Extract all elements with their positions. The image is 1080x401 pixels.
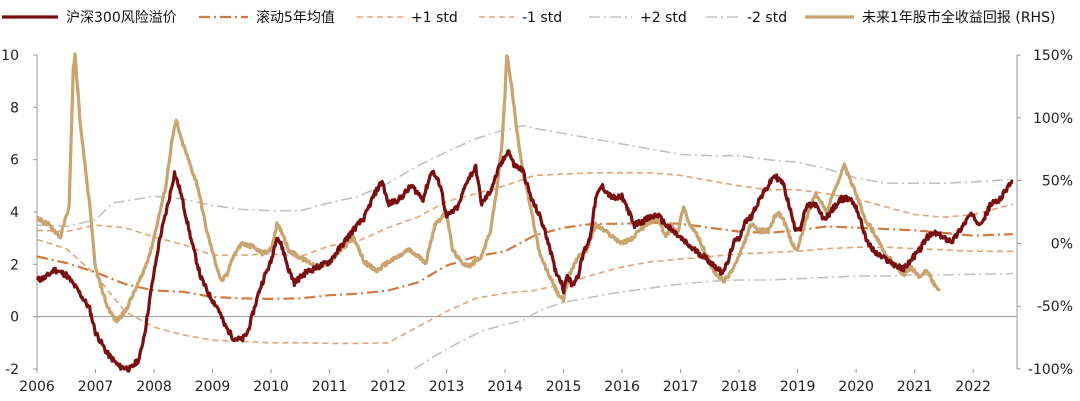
left-y-tick-label: -2 xyxy=(5,362,19,378)
series-line-3 xyxy=(36,238,1013,345)
x-tick-label: 2013 xyxy=(429,379,465,395)
legend-item: +2 std xyxy=(589,10,687,26)
series-line-0 xyxy=(35,149,1014,373)
x-tick-label: 2017 xyxy=(663,379,699,395)
x-tick-label: 2008 xyxy=(136,379,172,395)
legend-item: 沪深300风险溢价 xyxy=(2,10,177,26)
right-y-tick-label: -100% xyxy=(1028,362,1073,378)
right-y-tick-label: 100% xyxy=(1033,111,1073,127)
legend-label: +1 std xyxy=(411,10,458,26)
left-y-tick-label: 2 xyxy=(10,257,19,273)
x-tick-label: 2018 xyxy=(721,379,757,395)
x-tick-label: 2012 xyxy=(370,379,406,395)
x-tick-label: 2020 xyxy=(838,379,874,395)
right-y-tick-label: -50% xyxy=(1037,299,1073,315)
left-y-tick-label: 10 xyxy=(1,48,19,64)
x-tick-label: 2010 xyxy=(253,379,289,395)
series-line-4 xyxy=(36,124,1013,228)
chart-axes: -2 0 2 4 6 8 10 -100% -50% 0% 50% 100% 150% 2006 2007 2… xyxy=(1,48,1073,395)
chart-legend: 沪深300风险溢价 滚动5年均值 +1 std -1 std +2 std -2 std 未… xyxy=(2,9,1055,26)
x-tick-label: 2016 xyxy=(604,379,640,395)
left-y-tick-label: 0 xyxy=(10,310,19,326)
x-tick-label: 2022 xyxy=(955,379,991,395)
legend-item: -2 std xyxy=(706,10,787,26)
right-y-tick-label: 50% xyxy=(1042,174,1073,190)
left-y-tick-label: 8 xyxy=(10,100,19,116)
series-line-1 xyxy=(36,221,1013,300)
x-tick-label: 2014 xyxy=(487,379,523,395)
series-line-2 xyxy=(36,172,1014,258)
legend-label: -1 std xyxy=(522,10,562,26)
left-y-tick-label: 4 xyxy=(10,205,19,221)
x-tick-label: 2011 xyxy=(312,379,348,395)
x-tick-label: 2009 xyxy=(195,379,231,395)
x-tick-label: 2006 xyxy=(19,379,55,395)
legend-label: 滚动5年均值 xyxy=(256,9,335,26)
x-tick-label: 2007 xyxy=(78,379,114,395)
legend-item: +1 std xyxy=(357,10,458,26)
series-line-6 xyxy=(35,52,941,324)
left-y-tick-label: 6 xyxy=(10,153,19,169)
right-y-tick-label: 0% xyxy=(1051,236,1073,252)
x-tick-label: 2019 xyxy=(780,379,816,395)
legend-label: -2 std xyxy=(747,10,787,26)
legend-label: 沪深300风险溢价 xyxy=(66,10,177,26)
right-y-tick-label: 150% xyxy=(1033,48,1073,64)
x-tick-label: 2015 xyxy=(546,379,582,395)
series-line-5 xyxy=(413,272,1013,370)
legend-label: +2 std xyxy=(640,10,687,26)
x-tick-label: 2021 xyxy=(897,379,933,395)
legend-item: -1 std xyxy=(479,10,562,26)
chart-series xyxy=(35,52,1014,373)
legend-item: 未来1年股市全收益回报 (RHS) xyxy=(805,9,1055,26)
legend-item: 滚动5年均值 xyxy=(199,9,335,26)
legend-label: 未来1年股市全收益回报 (RHS) xyxy=(862,9,1055,26)
